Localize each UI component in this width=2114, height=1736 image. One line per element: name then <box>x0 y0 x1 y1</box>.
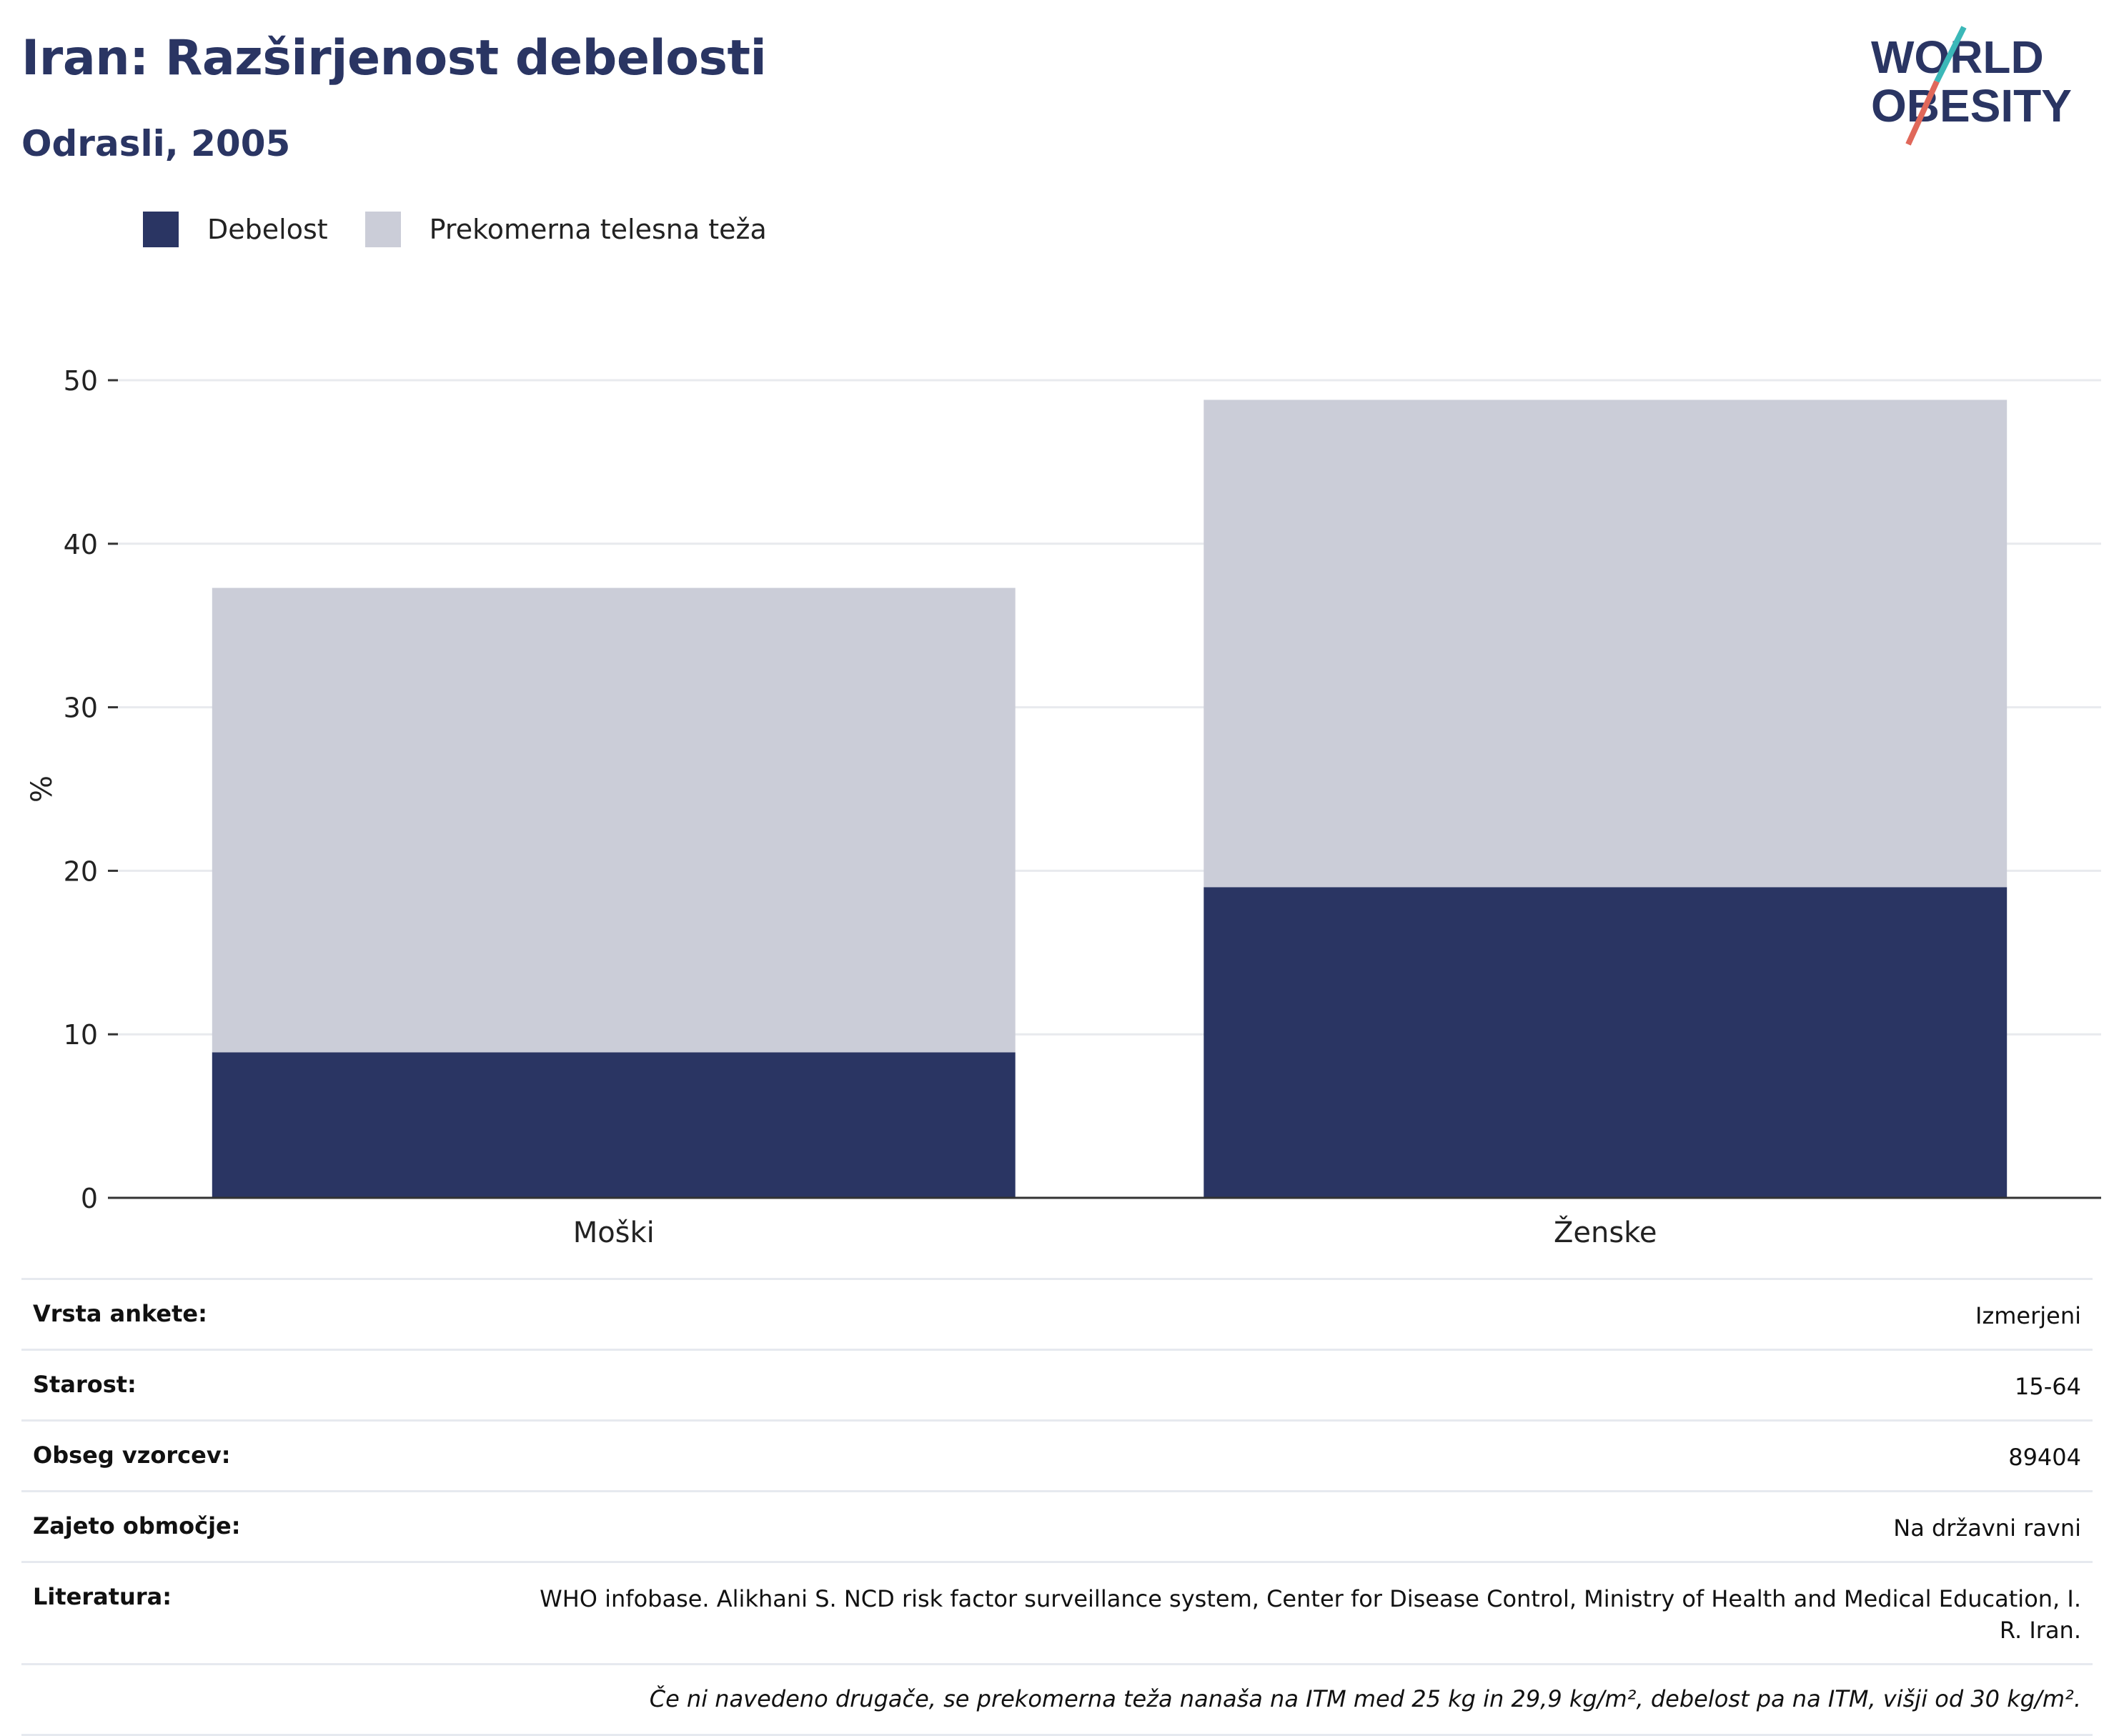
info-row-literature: Literatura: WHO infobase. Alikhani S. NC… <box>21 1561 2093 1663</box>
bar-prekomerna-1 <box>1204 400 2008 888</box>
y-axis-label: % <box>26 775 59 803</box>
info-key: Literatura: <box>33 1583 172 1610</box>
definition-note: Če ni navedeno drugače, se prekomerna te… <box>21 1663 2093 1736</box>
y-tick-label: 0 <box>81 1183 98 1214</box>
info-key: Obseg vzorcev: <box>33 1442 231 1469</box>
y-tick-label: 30 <box>64 693 98 724</box>
legend-item-prekomerna[interactable]: Prekomerna telesna teža <box>364 212 767 247</box>
x-tick-label: Ženske <box>1554 1215 1657 1249</box>
info-value: WHO infobase. Alikhani S. NCD risk facto… <box>540 1585 2081 1644</box>
info-value: 15-64 <box>2015 1373 2081 1400</box>
legend-label-debelost: Debelost <box>207 214 328 245</box>
info-value: 89404 <box>2008 1444 2081 1471</box>
info-key: Starost: <box>33 1371 137 1398</box>
legend-item-debelost[interactable]: Debelost <box>143 212 328 247</box>
info-value: Na državni ravni <box>1893 1514 2081 1542</box>
y-tick-label: 20 <box>64 855 98 887</box>
bar-chart: 0 10 20 30 40 50% Moški Ženske <box>26 365 2101 1249</box>
logo-slash-red <box>1905 80 1940 146</box>
logo-slash-teal <box>1934 26 1967 83</box>
survey-info-table: Vrsta ankete: Izmerjeni Starost: 15-64 O… <box>21 1278 2093 1736</box>
y-tick-label: 40 <box>64 529 98 560</box>
info-row-area: Zajeto območje: Na državni ravni <box>21 1490 2093 1561</box>
info-row-survey-type: Vrsta ankete: Izmerjeni <box>21 1278 2093 1349</box>
info-row-age: Starost: 15-64 <box>21 1349 2093 1419</box>
logo-line2: OBESITY <box>1871 80 2072 132</box>
world-obesity-logo: WORLD OBESITY <box>1871 26 2072 146</box>
chart-title: Iran: Razširjenost debelosti <box>21 30 767 86</box>
bar-prekomerna-0 <box>212 587 1016 1053</box>
chart-legend: Debelost Prekomerna telesna teža <box>143 212 804 247</box>
bar-debelost-1 <box>1204 887 2008 1198</box>
info-key: Vrsta ankete: <box>33 1300 207 1327</box>
y-tick-label: 10 <box>64 1019 98 1051</box>
x-tick-label: Moški <box>573 1216 655 1249</box>
info-key: Zajeto območje: <box>33 1512 241 1539</box>
info-row-sample-size: Obseg vzorcev: 89404 <box>21 1419 2093 1490</box>
legend-label-prekomerna: Prekomerna telesna teža <box>429 214 767 245</box>
info-value: Izmerjeni <box>1975 1302 2081 1329</box>
y-tick-label: 50 <box>64 365 98 397</box>
legend-swatch-debelost <box>143 212 179 247</box>
chart-subtitle: Odrasli, 2005 <box>21 123 291 164</box>
legend-swatch-prekomerna <box>364 212 401 247</box>
bar-debelost-0 <box>212 1052 1016 1198</box>
